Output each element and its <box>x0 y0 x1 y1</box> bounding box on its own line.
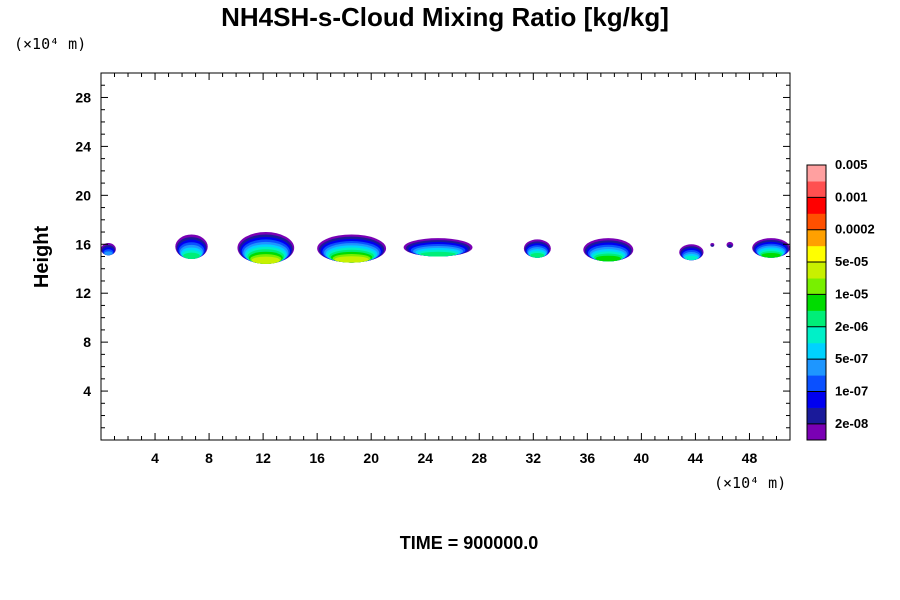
cloud-4 <box>317 234 387 263</box>
colorbar-swatch <box>807 407 826 425</box>
x-tick-label: 16 <box>309 450 325 466</box>
cloud-7 <box>583 238 634 262</box>
cloud-shell <box>104 251 113 256</box>
y-units-label: (×10⁴ m) <box>14 35 86 53</box>
cloud-shell <box>183 252 200 259</box>
x-tick-label: 32 <box>526 450 542 466</box>
cloud-shell <box>334 256 369 263</box>
colorbar-label: 0.0002 <box>835 222 875 237</box>
cloud-10 <box>726 241 734 248</box>
x-tick-label: 28 <box>471 450 487 466</box>
colorbar-label: 1e-05 <box>835 286 868 301</box>
colorbar-swatch <box>807 423 826 441</box>
colorbar-label: 5e-07 <box>835 351 868 366</box>
cloud-shell <box>595 255 622 262</box>
colorbar-label: 0.001 <box>835 189 868 204</box>
colorbar-swatch <box>807 229 826 247</box>
x-tick-label: 24 <box>417 450 433 466</box>
cloud-9 <box>710 243 715 247</box>
cloud-field <box>101 232 790 264</box>
cloud-1 <box>101 243 116 256</box>
x-axis: 4 8 12 16 20 24 28 32 36 40 44 48 <box>114 73 777 466</box>
cloud-11 <box>752 238 790 258</box>
colorbar-swatch <box>807 245 826 263</box>
colorbar: 2e-08 1e-07 5e-07 2e-06 1e-05 5e-05 0.0002 0.00… <box>806 157 875 441</box>
cloud-2 <box>175 234 208 259</box>
colorbar-label: 2e-06 <box>835 319 868 334</box>
cloud-shell <box>420 251 456 257</box>
y-axis-label: Height <box>31 226 53 289</box>
y-tick-label: 4 <box>83 383 91 399</box>
y-tick-label: 8 <box>83 334 91 350</box>
x-tick-label: 36 <box>580 450 596 466</box>
chart-title: NH4SH-s-Cloud Mixing Ratio [kg/kg] <box>221 2 669 32</box>
y-tick-label: 24 <box>75 138 91 154</box>
colorbar-swatch <box>807 375 826 392</box>
cloud-shell <box>530 253 545 258</box>
colorbar-swatch <box>807 294 826 311</box>
colorbar-label: 0.005 <box>835 157 868 172</box>
y-axis: 4 8 12 16 20 24 28 <box>75 84 790 429</box>
cloud-shell <box>761 252 781 258</box>
colorbar-swatch <box>807 359 826 376</box>
colorbar-swatch <box>807 310 826 328</box>
colorbar-swatch <box>807 278 826 295</box>
colorbar-label: 1e-07 <box>835 383 868 398</box>
x-units-label: (×10⁴ m) <box>714 474 786 492</box>
colorbar-label: 5e-05 <box>835 254 868 269</box>
x-tick-label: 8 <box>205 450 213 466</box>
colorbar-swatch <box>807 262 826 279</box>
cloud-6 <box>523 239 551 258</box>
x-tick-label: 44 <box>688 450 704 466</box>
x-tick-label: 20 <box>363 450 379 466</box>
x-tick-label: 12 <box>255 450 271 466</box>
cloud-5 <box>403 238 473 257</box>
time-label: TIME = 900000.0 <box>400 533 539 553</box>
y-tick-label: 28 <box>75 89 91 105</box>
y-tick-label: 12 <box>75 285 91 301</box>
colorbar-swatch <box>807 391 826 408</box>
x-tick-label: 48 <box>742 450 758 466</box>
cloud-shell <box>251 256 281 264</box>
y-tick-label: 16 <box>75 236 91 252</box>
colorbar-swatch <box>807 213 826 231</box>
cloud-3 <box>237 232 295 264</box>
colorbar-swatch <box>807 165 826 182</box>
x-tick-label: 40 <box>634 450 650 466</box>
colorbar-swatch <box>807 197 826 214</box>
cloud-shell <box>684 255 698 261</box>
colorbar-swatch <box>807 342 826 360</box>
colorbar-label: 2e-08 <box>835 416 868 431</box>
colorbar-swatch <box>807 326 826 344</box>
y-tick-label: 20 <box>75 187 91 203</box>
colorbar-swatch <box>807 181 826 198</box>
cloud-8 <box>679 244 704 261</box>
cloud-shell <box>727 244 733 248</box>
cloud-shell <box>710 244 714 247</box>
x-tick-label: 4 <box>151 450 159 466</box>
